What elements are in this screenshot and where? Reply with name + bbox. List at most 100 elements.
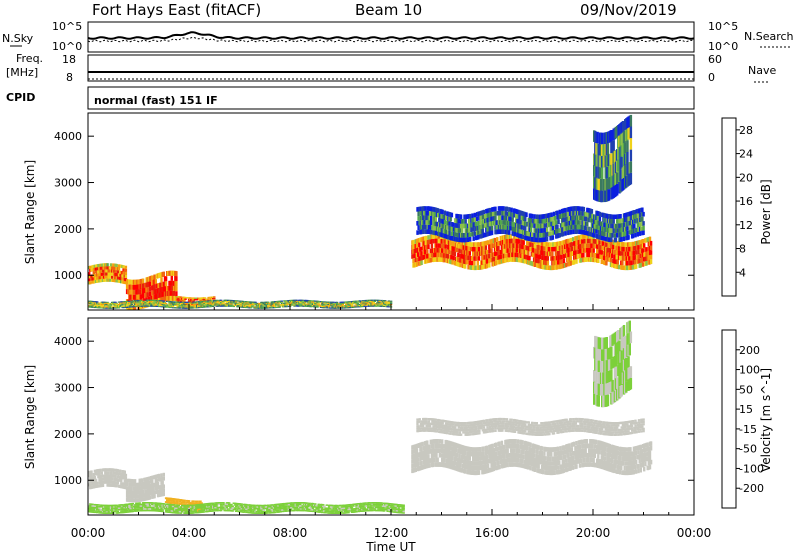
power-echo-cell [88, 278, 91, 282]
velocity-echo-cell [124, 473, 128, 477]
power-echo-cell [422, 215, 425, 221]
power-echo-cell [591, 252, 594, 258]
power-echo-cell [495, 225, 498, 230]
power-echo-cell [500, 220, 503, 225]
power-echo-cell [239, 301, 242, 303]
power-echo-cell [153, 294, 156, 300]
power-echo-cell [606, 143, 610, 155]
power-echo-cell [524, 250, 528, 255]
velocity-echo-cell [93, 479, 97, 483]
velocity-echo-cell [120, 479, 123, 483]
power-echo-cell [93, 280, 97, 284]
power-echo-cell [133, 304, 137, 306]
power-echo-cell [234, 302, 238, 304]
power-echo-cell [548, 242, 552, 247]
power-echo-cell [356, 302, 359, 304]
power-echo-cell [470, 242, 474, 247]
power-echo-cell [556, 224, 559, 229]
power-echo-cell [601, 245, 605, 251]
power-echo-cell [627, 251, 630, 257]
power-echo-cell [605, 166, 608, 179]
power-echo-cell [100, 272, 103, 276]
power-echo-cell [425, 229, 428, 234]
power-echo-cell [318, 304, 322, 306]
velocity-echo-cell [101, 483, 105, 487]
nave-tick-top: 60 [708, 53, 722, 66]
power-echo-cell [192, 300, 195, 302]
power-echo-cell [475, 212, 479, 217]
velocity-echo-cell [93, 475, 97, 479]
velocity-echo-cell [177, 512, 180, 514]
velocity-echo-cell [153, 506, 156, 509]
power-echo-cell [106, 263, 109, 267]
power-echo-cell [482, 246, 485, 251]
power-echo-cell [469, 213, 472, 219]
power-echo-cell [474, 221, 478, 227]
velocity-echo-cell [152, 487, 155, 491]
date-label: 09/Nov/2019 [580, 1, 677, 19]
power-echo-cell [539, 219, 542, 224]
velocity-echo-cell [138, 502, 141, 504]
power-echo-cell [275, 302, 278, 304]
power-echo-cell [350, 303, 354, 305]
power-echo-cell [222, 302, 225, 304]
power-echo-cell [105, 307, 108, 309]
power-echo-cell [192, 301, 195, 303]
power-echo-cell [495, 251, 498, 256]
power-echo-cell [389, 301, 393, 303]
power-echo-cell [91, 306, 94, 308]
power-echo-cell [285, 303, 288, 305]
power-echo-cell [526, 241, 529, 246]
power-echo-cell [543, 246, 546, 251]
power-echo-cell [205, 300, 208, 302]
power-echo-cell [637, 245, 640, 250]
velocity-echo-cell [121, 504, 124, 506]
power-echo-cell [333, 302, 336, 305]
power-echo-cell [307, 303, 310, 305]
power-echo-cell [506, 211, 510, 217]
power-echo-cell [232, 301, 235, 303]
velocity-echo-cell [185, 501, 188, 504]
power-echo-cell [172, 280, 176, 286]
power-echo-cell [472, 236, 475, 241]
power-echo-cell [285, 304, 288, 306]
power-echo-cell [510, 207, 513, 213]
power-echo-cell [125, 279, 129, 285]
power-echo-cell [192, 305, 195, 307]
power-echo-cell [265, 304, 269, 306]
power-echo-cell [457, 252, 460, 258]
power-echo-cell [507, 257, 510, 262]
power-echo-cell [437, 243, 440, 248]
power-echo-cell [317, 303, 320, 305]
power-echo-cell [488, 258, 491, 263]
power-echo-cell [570, 246, 574, 252]
power-echo-cell [585, 216, 588, 222]
power-echo-cell [383, 305, 386, 307]
power-echo-cell [172, 302, 176, 304]
power-echo-cell [99, 307, 102, 309]
power-echo-cell [471, 213, 474, 218]
power-echo-cell [441, 209, 444, 215]
power-echo-cell [104, 275, 107, 279]
power-echo-cell [504, 225, 507, 230]
power-echo-cell [611, 233, 614, 238]
power-echo-cell [273, 306, 277, 309]
power-echo-cell [191, 306, 194, 308]
power-echo-cell [223, 304, 226, 306]
power-echo-cell [172, 295, 176, 301]
power-echo-cell [551, 251, 554, 257]
power-echo-cell [317, 300, 320, 302]
power-echo-cell [160, 277, 163, 283]
power-echo-cell [275, 303, 278, 305]
power-echo-cell [459, 244, 462, 249]
power-echo-cell [640, 257, 644, 263]
power-echo-cell [641, 248, 645, 253]
power-echo-cell [102, 278, 106, 282]
power-echo-cell [590, 209, 594, 214]
power-echo-cell [612, 228, 615, 233]
power-echo-cell [164, 303, 168, 305]
power-echo-cell [498, 254, 501, 260]
power-echo-cell [468, 241, 471, 247]
velocity-echo-cell [130, 506, 133, 508]
power-echo-cell [636, 232, 639, 237]
